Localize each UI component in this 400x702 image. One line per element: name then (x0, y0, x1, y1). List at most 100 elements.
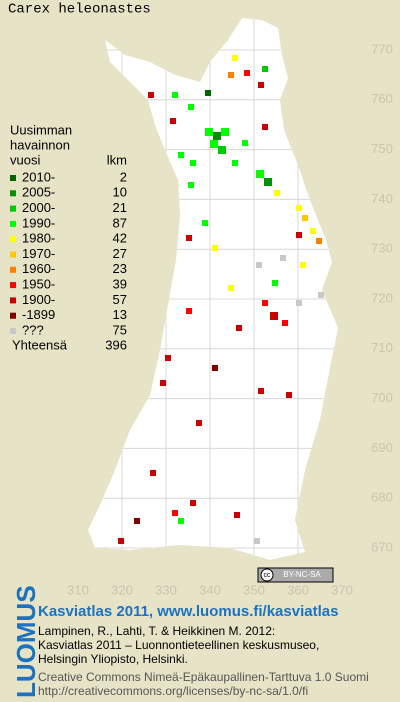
square (228, 72, 234, 78)
y-tick-label: 710 (371, 340, 393, 355)
y-tick-label: 750 (371, 141, 393, 156)
legend-label: 1990- (22, 215, 55, 230)
legend-label: 1960- (22, 261, 55, 276)
x-tick-label: 350 (243, 582, 265, 597)
square (234, 512, 240, 518)
square (188, 104, 194, 110)
square (210, 140, 218, 148)
square (296, 300, 302, 306)
citation: Lampinen, R., Lahti, T. & Heikkinen M. 2… (38, 624, 275, 638)
square (212, 245, 218, 251)
legend-swatch (10, 282, 16, 289)
square (213, 132, 221, 140)
legend-label: 2010- (22, 169, 55, 184)
total-count: 396 (105, 338, 127, 353)
square (134, 518, 140, 524)
license: Creative Commons Nimeä-Epäkaupallinen-Ta… (38, 670, 369, 684)
legend-count: 42 (113, 231, 127, 246)
legend-label: -1899 (22, 307, 55, 322)
legend-swatch (10, 328, 16, 334)
square (118, 538, 124, 544)
square (254, 538, 260, 544)
legend-count: 2 (120, 169, 127, 184)
square (244, 70, 250, 76)
citation: Helsingin Yliopisto, Helsinki. (38, 652, 188, 666)
legend-label: 1950- (22, 277, 55, 292)
square (172, 510, 178, 516)
legend-count: 39 (113, 277, 127, 292)
square (178, 152, 184, 158)
y-tick-label: 700 (371, 390, 393, 405)
legend-heading: havainnon (10, 137, 70, 152)
square (274, 190, 280, 196)
x-tick-label: 320 (111, 582, 133, 597)
square (258, 82, 264, 88)
square (178, 518, 184, 524)
legend-swatch (10, 190, 16, 197)
total-label: Yhteensä (12, 338, 68, 353)
observation-squares (118, 55, 324, 544)
legend-swatch (10, 297, 16, 304)
citation: Kasviatlas 2011 – Luonnontieteellinen ke… (38, 638, 319, 652)
legend-swatch (10, 266, 16, 273)
square (150, 470, 156, 476)
square (262, 66, 268, 72)
square (300, 262, 306, 268)
square (205, 90, 211, 96)
legend-count-heading: lkm (107, 152, 127, 167)
y-tick-label: 730 (371, 241, 393, 256)
legend-swatch (10, 175, 16, 181)
square (318, 292, 324, 298)
y-tick-label: 720 (371, 290, 393, 305)
badge-text: BY-NC-SA (283, 570, 321, 579)
square (262, 124, 268, 130)
square (256, 262, 262, 268)
legend-count: 27 (113, 246, 127, 261)
brand: LUOMUS (11, 585, 41, 698)
badge-box (257, 567, 334, 583)
finland (88, 18, 338, 560)
legend-count: 10 (113, 185, 127, 200)
square (316, 238, 322, 244)
legend-label: 2000- (22, 200, 55, 215)
legend-heading: vuosi (10, 152, 40, 167)
x-tick-label: 340 (199, 582, 221, 597)
legend-label: ??? (22, 322, 44, 337)
square (186, 235, 192, 241)
legend: Uusimman havainnon vuosi lkm 2010- 2 2005-… (10, 122, 127, 353)
square (236, 325, 242, 331)
square (302, 215, 308, 221)
legend-count: 23 (113, 261, 127, 276)
square (280, 255, 286, 261)
square (205, 128, 213, 136)
legend-swatch (10, 205, 16, 212)
badge-cc: cc (264, 572, 272, 579)
x-tick-label: 360 (287, 582, 309, 597)
legend-count: 87 (113, 215, 127, 230)
square (190, 160, 196, 166)
badge-icon (260, 568, 274, 582)
y-tick-label: 770 (371, 41, 393, 56)
footer-link: Kasviatlas 2011, www.luomus.fi/kasviatla… (38, 603, 338, 620)
square (262, 300, 268, 306)
square (165, 355, 171, 361)
x-tick-label: 310 (67, 582, 89, 597)
square (221, 128, 229, 136)
square (218, 146, 226, 154)
y-tick-label: 760 (371, 91, 393, 106)
square (258, 388, 264, 394)
square (296, 232, 302, 238)
legend-label: 1970- (22, 246, 55, 261)
legend-swatch (10, 251, 16, 258)
y-tick-label: 740 (371, 191, 393, 206)
square (232, 160, 238, 166)
legend-count: 57 (113, 292, 127, 307)
square (190, 500, 196, 506)
square (148, 92, 154, 98)
square (160, 380, 166, 386)
license-badge: cc BY-NC-SA (257, 567, 334, 583)
square (186, 308, 192, 314)
legend-heading: Uusimman (10, 122, 72, 137)
legend-label: 2005- (22, 185, 55, 200)
